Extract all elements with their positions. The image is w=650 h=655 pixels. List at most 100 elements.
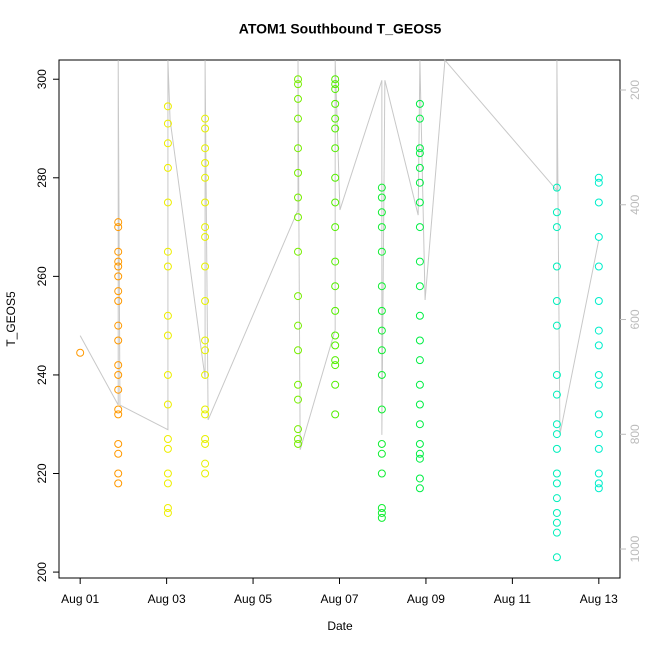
data-point <box>201 173 210 182</box>
data-point <box>331 85 340 94</box>
data-point <box>552 518 561 527</box>
data-point <box>294 346 303 355</box>
data-point <box>114 405 123 414</box>
track-line <box>79 58 600 450</box>
y2-tick-label: 400 <box>628 194 642 214</box>
data-point <box>294 213 303 222</box>
data-point <box>201 410 210 419</box>
data-point <box>114 449 123 458</box>
data-point <box>552 553 561 562</box>
data-point <box>552 223 561 232</box>
data-point <box>163 508 172 517</box>
data-point <box>331 361 340 370</box>
data-point <box>294 292 303 301</box>
data-point <box>377 370 386 379</box>
data-point <box>163 479 172 488</box>
data-point <box>377 469 386 478</box>
data-point <box>552 479 561 488</box>
data-point <box>163 163 172 172</box>
data-point <box>163 504 172 513</box>
data-point <box>294 144 303 153</box>
data-point <box>294 247 303 256</box>
y-axis-label: T_GEOS5 <box>4 291 18 347</box>
data-point <box>377 405 386 414</box>
data-point <box>201 405 210 414</box>
data-point <box>415 178 424 187</box>
data-point <box>594 380 603 389</box>
x-tick-label: Aug 13 <box>580 592 618 606</box>
data-point <box>594 410 603 419</box>
data-point <box>114 223 123 232</box>
y-tick-label: 240 <box>35 365 49 385</box>
data-point <box>377 223 386 232</box>
data-point <box>331 306 340 315</box>
data-point <box>377 439 386 448</box>
data-point <box>331 257 340 266</box>
data-point <box>114 257 123 266</box>
data-point <box>415 144 424 153</box>
data-point <box>201 144 210 153</box>
data-point <box>114 336 123 345</box>
data-point <box>552 494 561 503</box>
data-point <box>114 218 123 227</box>
data-point <box>163 311 172 320</box>
data-point <box>114 469 123 478</box>
data-point <box>114 287 123 296</box>
data-point <box>415 114 424 123</box>
data-point <box>552 370 561 379</box>
x-tick-label: Aug 09 <box>407 592 445 606</box>
data-point <box>415 474 424 483</box>
x-tick-label: Aug 01 <box>61 592 99 606</box>
data-point <box>294 114 303 123</box>
y2-tick-label: 1000 <box>628 535 642 562</box>
data-point <box>294 94 303 103</box>
data-point <box>552 430 561 439</box>
data-point <box>552 262 561 271</box>
x-tick-label: Aug 11 <box>494 592 531 606</box>
data-point <box>415 356 424 365</box>
data-point <box>201 262 210 271</box>
data-point <box>377 193 386 202</box>
data-point <box>201 370 210 379</box>
data-point <box>415 439 424 448</box>
data-point <box>377 508 386 517</box>
data-point <box>163 469 172 478</box>
data-point <box>552 183 561 192</box>
data-point <box>163 435 172 444</box>
data-point <box>114 361 123 370</box>
data-point <box>331 124 340 133</box>
chart-title: ATOM1 Southbound T_GEOS5 <box>239 21 442 37</box>
data-point <box>201 459 210 468</box>
data-point <box>163 139 172 148</box>
x-tick-label: Aug 05 <box>234 592 272 606</box>
data-point <box>594 173 603 182</box>
data-point <box>594 297 603 306</box>
data-point <box>415 380 424 389</box>
data-point <box>377 504 386 513</box>
data-point <box>201 198 210 207</box>
data-point <box>415 484 424 493</box>
data-point <box>552 508 561 517</box>
x-tick-label: Aug 03 <box>148 592 186 606</box>
data-point <box>377 513 386 522</box>
data-point <box>114 479 123 488</box>
data-point <box>552 420 561 429</box>
y-tick-label: 260 <box>35 266 49 286</box>
data-point <box>331 282 340 291</box>
data-point <box>594 198 603 207</box>
data-point <box>163 262 172 271</box>
data-point <box>163 119 172 128</box>
data-point <box>163 331 172 340</box>
data-point <box>331 356 340 365</box>
data-point <box>415 198 424 207</box>
data-point <box>377 282 386 291</box>
data-point <box>331 75 340 84</box>
data-point <box>331 380 340 389</box>
data-point <box>552 208 561 217</box>
data-point <box>114 247 123 256</box>
data-point <box>294 168 303 177</box>
data-point <box>294 193 303 202</box>
y-tick-label: 220 <box>35 463 49 483</box>
data-point <box>594 479 603 488</box>
